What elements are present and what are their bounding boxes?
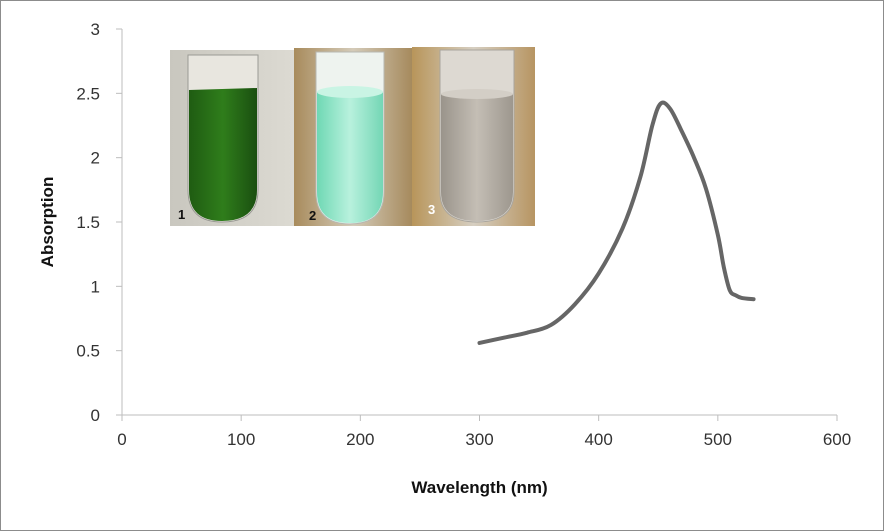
series-layer bbox=[477, 100, 756, 345]
x-tick-label: 500 bbox=[704, 430, 732, 449]
y-tick-label: 0.5 bbox=[76, 342, 100, 361]
y-axis-ticks: 0 0.5 1 1.5 2 2.5 3 bbox=[76, 20, 122, 425]
x-axis-ticks: 0 100 200 300 400 500 600 bbox=[117, 415, 851, 449]
absorption-series-line bbox=[477, 100, 756, 345]
y-tick-label: 2 bbox=[91, 149, 100, 168]
tube-2-liquid bbox=[317, 92, 383, 223]
x-tick-label: 400 bbox=[584, 430, 612, 449]
y-axis-title: Absorption bbox=[38, 177, 57, 268]
inset-label-1: 1 bbox=[178, 207, 185, 222]
x-tick-label: 0 bbox=[117, 430, 126, 449]
x-tick-label: 600 bbox=[823, 430, 851, 449]
y-tick-label: 1 bbox=[91, 277, 100, 296]
y-tick-label: 0 bbox=[91, 406, 100, 425]
y-tick-label: 1.5 bbox=[76, 213, 100, 232]
x-tick-label: 100 bbox=[227, 430, 255, 449]
x-tick-label: 300 bbox=[465, 430, 493, 449]
tube-2-foam bbox=[317, 86, 383, 98]
tube-3-liquid bbox=[441, 94, 513, 221]
x-tick-label: 200 bbox=[346, 430, 374, 449]
y-tick-label: 3 bbox=[91, 20, 100, 39]
inset-label-3: 3 bbox=[428, 202, 435, 217]
tube-1-liquid bbox=[189, 88, 257, 221]
inset-photo: 1 2 3 bbox=[170, 47, 535, 226]
tube-3-foam bbox=[441, 89, 513, 99]
x-axis-title: Wavelength (nm) bbox=[411, 478, 547, 497]
y-tick-label: 2.5 bbox=[76, 84, 100, 103]
inset-label-2: 2 bbox=[309, 208, 316, 223]
